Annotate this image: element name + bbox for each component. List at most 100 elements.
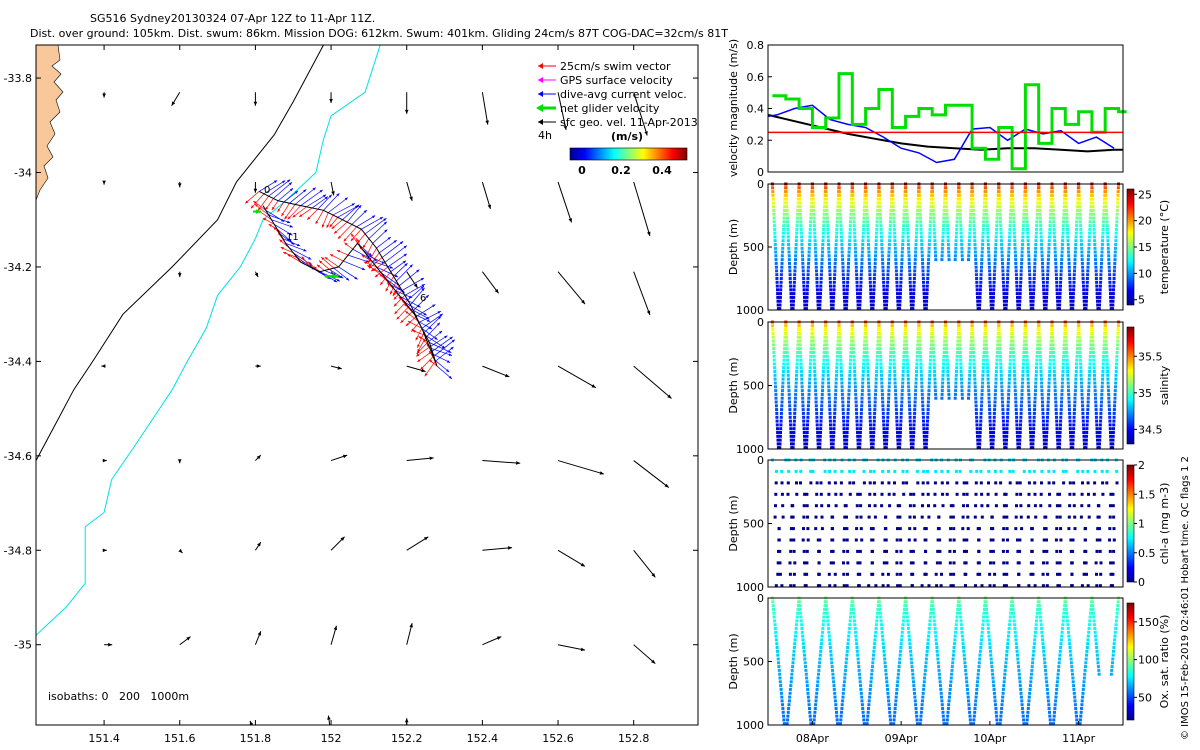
- dac-vector: [333, 267, 350, 281]
- section-datapoint: [1074, 235, 1078, 239]
- section-datapoint: [860, 396, 864, 400]
- section-datapoint: [926, 408, 930, 412]
- section-datapoint: [804, 672, 808, 676]
- section-datapoint: [1012, 220, 1016, 224]
- section-datapoint: [978, 657, 982, 661]
- section-datapoint: [1094, 561, 1098, 565]
- section-datapoint: [1108, 527, 1112, 531]
- section-datapoint: [854, 634, 858, 638]
- section-datapoint: [868, 273, 872, 277]
- section-datapoint: [1082, 284, 1085, 288]
- section-datapoint: [782, 212, 786, 216]
- section-datapoint: [799, 481, 802, 485]
- section-datapoint: [1019, 280, 1023, 284]
- section-datapoint: [778, 672, 782, 676]
- section-datapoint: [1100, 400, 1103, 404]
- section-datapoint: [1065, 209, 1069, 212]
- section-datapoint: [800, 377, 804, 381]
- section-datapoint: [1074, 246, 1078, 250]
- section-datapoint: [1088, 358, 1092, 362]
- section-datapoint: [781, 246, 785, 250]
- section-datapoint: [1058, 561, 1062, 565]
- colorbar-tick-label: 1: [1138, 518, 1145, 531]
- section-datapoint: [939, 584, 943, 588]
- section-datapoint: [852, 358, 856, 362]
- section-datapoint: [1094, 277, 1098, 280]
- section-datapoint: [848, 492, 852, 496]
- section-datapoint: [968, 220, 972, 224]
- section-datapoint: [775, 273, 779, 277]
- section-datapoint: [888, 710, 892, 714]
- depth-tick-label: 500: [743, 241, 764, 254]
- section-datapoint: [1018, 538, 1022, 542]
- section-datapoint: [829, 427, 833, 431]
- section-datapoint: [792, 284, 796, 288]
- section-datapoint: [822, 224, 826, 228]
- section-datapoint: [1099, 415, 1103, 419]
- section-datapoint: [1061, 231, 1065, 235]
- section-datapoint: [960, 396, 964, 400]
- section-datapoint: [1012, 212, 1015, 216]
- section-datapoint: [1105, 347, 1108, 351]
- section-datapoint: [1008, 235, 1011, 239]
- section-datapoint: [1062, 343, 1066, 347]
- section-datapoint: [872, 427, 876, 431]
- section-datapoint: [875, 619, 879, 623]
- section-datapoint: [1082, 431, 1086, 434]
- section-datapoint: [852, 611, 856, 615]
- section-datapoint: [839, 227, 843, 231]
- section-datapoint: [980, 246, 984, 250]
- section-datapoint: [879, 354, 883, 358]
- section-datapoint: [933, 504, 937, 508]
- section-datapoint: [986, 235, 990, 239]
- section-datapoint: [873, 396, 877, 400]
- legend-geo-label: sfc geo. vel. 11-Apr-2013: [560, 116, 698, 129]
- section-datapoint: [791, 665, 795, 669]
- section-datapoint: [1019, 492, 1023, 496]
- section-datapoint: [1086, 265, 1090, 269]
- section-datapoint: [1032, 273, 1036, 277]
- section-datapoint: [938, 538, 942, 542]
- section-datapoint: [919, 227, 923, 231]
- section-datapoint: [1055, 515, 1059, 519]
- section-datapoint: [838, 351, 842, 354]
- section-datapoint: [996, 347, 999, 351]
- section-datapoint: [1106, 370, 1110, 373]
- section-datapoint: [854, 400, 858, 404]
- section-datapoint: [787, 703, 791, 707]
- section-datapoint: [867, 381, 870, 385]
- section-datapoint: [929, 339, 933, 343]
- section-datapoint: [1067, 408, 1071, 412]
- section-datapoint: [1102, 339, 1106, 343]
- section-datapoint: [820, 269, 824, 273]
- section-datapoint: [1016, 438, 1020, 442]
- swim-vector: [320, 256, 335, 269]
- section-datapoint: [842, 292, 846, 296]
- section-datapoint: [834, 392, 838, 396]
- section-datapoint: [904, 197, 908, 201]
- section-datapoint: [1018, 299, 1022, 303]
- section-datapoint: [824, 186, 828, 190]
- section-datapoint: [973, 243, 977, 246]
- section-datapoint: [779, 411, 783, 415]
- section-datapoint: [974, 695, 978, 699]
- section-datapoint: [836, 351, 840, 354]
- section-datapoint: [1029, 572, 1033, 576]
- section-datapoint: [974, 254, 977, 258]
- section-datapoint: [1014, 265, 1018, 269]
- swim-vector: [393, 290, 403, 300]
- section-datapoint: [829, 423, 832, 427]
- section-datapoint: [920, 246, 924, 250]
- section-datapoint: [998, 197, 1001, 201]
- section-datapoint: [927, 243, 931, 246]
- section-datapoint: [868, 408, 872, 412]
- section-datapoint: [814, 265, 818, 269]
- geo-vector: [249, 720, 254, 725]
- section-datapoint: [909, 438, 913, 442]
- geo-vector: [330, 536, 345, 551]
- swim-vector: [420, 356, 434, 370]
- section-datapoint: [811, 193, 815, 197]
- section-datapoint: [880, 250, 884, 254]
- section-datapoint: [778, 549, 782, 553]
- geo-vector: [102, 180, 106, 185]
